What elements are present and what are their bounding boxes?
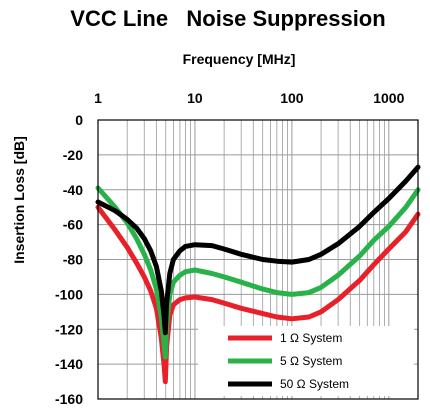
y-tick-label: -140: [55, 356, 83, 372]
x-tick-label: 10: [187, 90, 203, 106]
x-tick-label: 1: [94, 90, 102, 106]
y-tick-label: -20: [63, 147, 83, 163]
x-axis-title: Frequency [MHz]: [183, 51, 296, 67]
x-tick-label: 1000: [373, 90, 404, 106]
x-tick-label: 100: [280, 90, 304, 106]
legend-label: 1 Ω System: [280, 331, 342, 345]
series-line-2: [95, 185, 421, 360]
series-lines: [95, 164, 421, 385]
plot-frame: [97, 119, 419, 400]
y-tick-label: -120: [55, 321, 83, 337]
series-line-1: [95, 204, 421, 385]
y-tick-label: -80: [63, 252, 83, 268]
legend-label: 5 Ω System: [280, 354, 342, 368]
chart-title: VCC Line Noise Suppression: [70, 6, 385, 31]
series-line-3: [95, 164, 421, 336]
legend: 1 Ω System 5 Ω System 50 Ω System: [198, 326, 414, 396]
y-axis-title: Insertion Loss [dB]: [11, 136, 27, 264]
y-tick-label: 0: [75, 112, 83, 128]
y-tick-label: -160: [55, 391, 83, 407]
x-tick-labels: 1 10 100 1000: [94, 90, 404, 106]
y-tick-label: -60: [63, 217, 83, 233]
legend-label: 50 Ω System: [280, 377, 349, 391]
y-tick-labels: 0 -20 -40 -60 -80 -100 -120 -140 -160: [55, 112, 83, 407]
y-tick-label: -40: [63, 182, 83, 198]
y-tick-label: -100: [55, 286, 83, 302]
